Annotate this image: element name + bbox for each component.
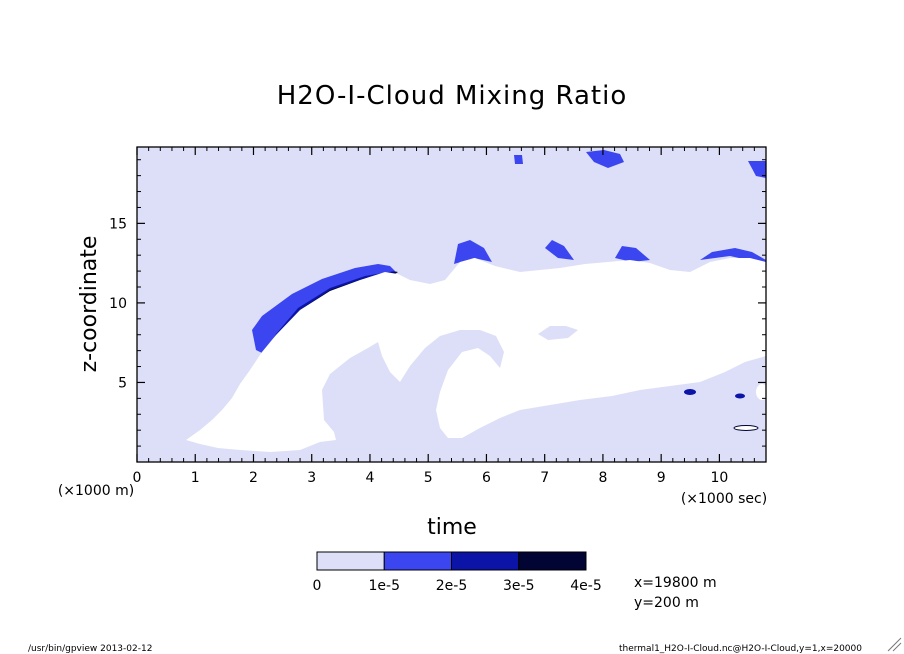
x-tick-label: 9: [657, 470, 666, 486]
x-tick-label: 0: [133, 470, 142, 486]
x-tick-label: 6: [482, 470, 491, 486]
contour-patch-f: [514, 155, 523, 164]
contour-patch-c: [615, 246, 650, 262]
y-tick-label: 15: [109, 216, 127, 232]
x-tick-label: 4: [366, 470, 375, 486]
colorbar-label: 0: [313, 578, 322, 594]
chart-title: H2O-I-Cloud Mixing Ratio: [277, 81, 628, 111]
contour-blob-a: [684, 389, 696, 395]
contour-patch-g: [748, 161, 766, 178]
colorbar-label: 3e-5: [503, 578, 534, 594]
colorbar-segment: [451, 551, 520, 571]
colorbar-segment: [518, 551, 587, 571]
plot-area: [137, 147, 768, 462]
x-tick-label: 7: [540, 470, 549, 486]
y-tick-label: 10: [109, 296, 127, 312]
contour-level-2e-5: [252, 264, 395, 354]
colorbar-label: 4e-5: [570, 578, 601, 594]
footer-left: /usr/bin/gpview 2013-02-12: [28, 644, 152, 654]
y-tick-label: 5: [118, 375, 127, 391]
contour-blob-d: [756, 384, 768, 400]
colorbar-segment: [383, 551, 452, 571]
colorbar: 0 1e-5 2e-5 3e-5 4e-5: [313, 551, 602, 594]
contour-patch-e: [586, 150, 624, 168]
x-tick-label: 1: [191, 470, 200, 486]
y-axis-ticks: 5 10 15: [109, 159, 766, 447]
resize-grip-icon[interactable]: [887, 637, 902, 652]
x-tick-label: 8: [598, 470, 607, 486]
contour-blob-b: [735, 393, 745, 399]
contour-island-b: [352, 368, 372, 400]
contour-island-a: [538, 326, 578, 340]
x-tick-label: 10: [710, 470, 728, 486]
coord-x-annotation: x=19800 m: [634, 575, 717, 591]
x-tick-label: 3: [307, 470, 316, 486]
x-tick-label: 2: [249, 470, 258, 486]
y-unit-note: (×1000 m): [58, 483, 134, 499]
contour-patch-a: [454, 240, 492, 264]
colorbar-segment: [316, 551, 385, 571]
colorbar-label: 2e-5: [436, 578, 467, 594]
contour-blob-c: [733, 425, 759, 431]
footer-right: thermal1_H2O-I-Cloud.nc@H2O-I-Cloud,y=1,…: [619, 644, 862, 654]
x-axis-label: time: [427, 515, 477, 540]
x-tick-label: 5: [424, 470, 433, 486]
contour-level-0: [186, 258, 766, 452]
contour-patch-b: [545, 240, 574, 260]
coord-y-annotation: y=200 m: [634, 595, 699, 611]
x-unit-note: (×1000 sec): [681, 491, 767, 507]
x-axis-ticks: 0 1 2 3 4 5 6 7 8 9 10: [133, 147, 755, 486]
y-axis-label: z-coordinate: [77, 236, 102, 373]
colorbar-label: 1e-5: [369, 578, 400, 594]
